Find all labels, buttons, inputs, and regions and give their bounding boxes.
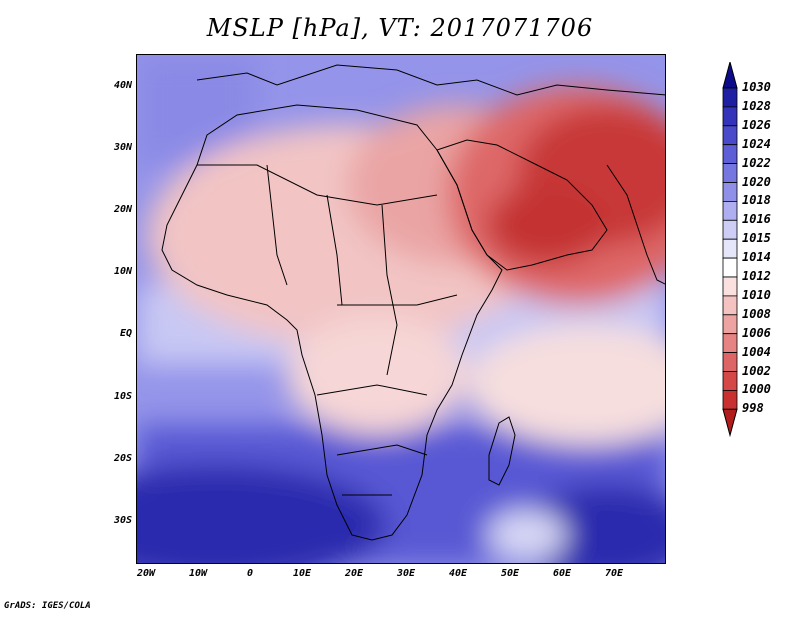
colorbar-cell xyxy=(722,295,738,316)
colorbar-cell xyxy=(722,333,738,354)
colorbar-cell xyxy=(722,163,738,183)
colorbar-label: 1022 xyxy=(742,155,771,170)
lon-label-30e: 30E xyxy=(396,568,416,579)
lon-label-20e: 20E xyxy=(344,568,364,579)
colorbar-cell xyxy=(722,257,738,278)
colorbar-label: 1016 xyxy=(742,212,771,227)
colorbar-cell xyxy=(722,314,738,335)
colorbar-cell xyxy=(722,389,738,410)
lon-label-40e: 40E xyxy=(448,568,468,579)
lat-label-40n: 40N xyxy=(113,80,132,91)
colorbar-label: 1006 xyxy=(742,325,771,340)
lat-label-30s: 30S xyxy=(113,515,132,526)
colorbar-cell xyxy=(722,144,738,164)
colorbar-cell xyxy=(722,352,738,372)
map-title: MSLP [hPa], VT: 2017071706 xyxy=(206,14,594,42)
colorbar-cell xyxy=(722,106,738,127)
colorbar-label: 1010 xyxy=(742,287,771,302)
lon-label-70e: 70E xyxy=(604,568,624,579)
lat-label-10n: 10N xyxy=(113,266,132,277)
colorbar-label: 1024 xyxy=(742,136,771,151)
colorbar-label: 1008 xyxy=(742,306,771,321)
credit-label: GrADS: IGES/COLA xyxy=(4,601,91,611)
colorbar-cell xyxy=(722,276,738,297)
colorbar-label: 1000 xyxy=(742,382,771,397)
lon-label-50e: 50E xyxy=(500,568,520,579)
colorbar-label: 1014 xyxy=(742,250,771,265)
colorbar-label: 998 xyxy=(742,401,764,416)
colorbar-label: 1002 xyxy=(742,363,771,378)
colorbar xyxy=(722,62,738,438)
lon-label-10w: 10W xyxy=(188,568,208,579)
lon-label-10e: 10E xyxy=(292,568,312,579)
pressure-map xyxy=(136,54,666,564)
colorbar-cell xyxy=(722,182,738,202)
colorbar-cell xyxy=(722,125,738,146)
colorbar-label: 1028 xyxy=(742,98,771,113)
colorbar-cell xyxy=(722,238,738,259)
colorbar-cell xyxy=(722,219,738,240)
colorbar-cell xyxy=(722,371,738,391)
colorbar-label: 1015 xyxy=(742,231,771,246)
colorbar-cell xyxy=(722,87,738,108)
colorbar-label: 1030 xyxy=(742,80,771,94)
lon-label-20w: 20W xyxy=(136,568,156,579)
lon-label-60e: 60E xyxy=(552,568,572,579)
colorbar-cell xyxy=(722,200,738,221)
colorbar-label: 1012 xyxy=(742,269,771,283)
lon-label-0: 0 xyxy=(246,568,254,579)
colorbar-label: 1026 xyxy=(742,117,771,132)
lat-label-eq: EQ xyxy=(119,328,132,339)
colorbar-cap-top xyxy=(722,62,738,89)
lat-label-30n: 30N xyxy=(113,142,132,153)
colorbar-label: 1020 xyxy=(742,174,771,189)
lat-label-10s: 10S xyxy=(113,391,132,402)
colorbar-label: 1004 xyxy=(742,344,771,359)
pressure-field xyxy=(137,55,665,563)
lat-label-20n: 20N xyxy=(113,204,132,215)
colorbar-label: 1018 xyxy=(742,193,771,208)
colorbar-cap-bottom xyxy=(722,408,738,438)
lat-label-20s: 20S xyxy=(113,453,132,464)
